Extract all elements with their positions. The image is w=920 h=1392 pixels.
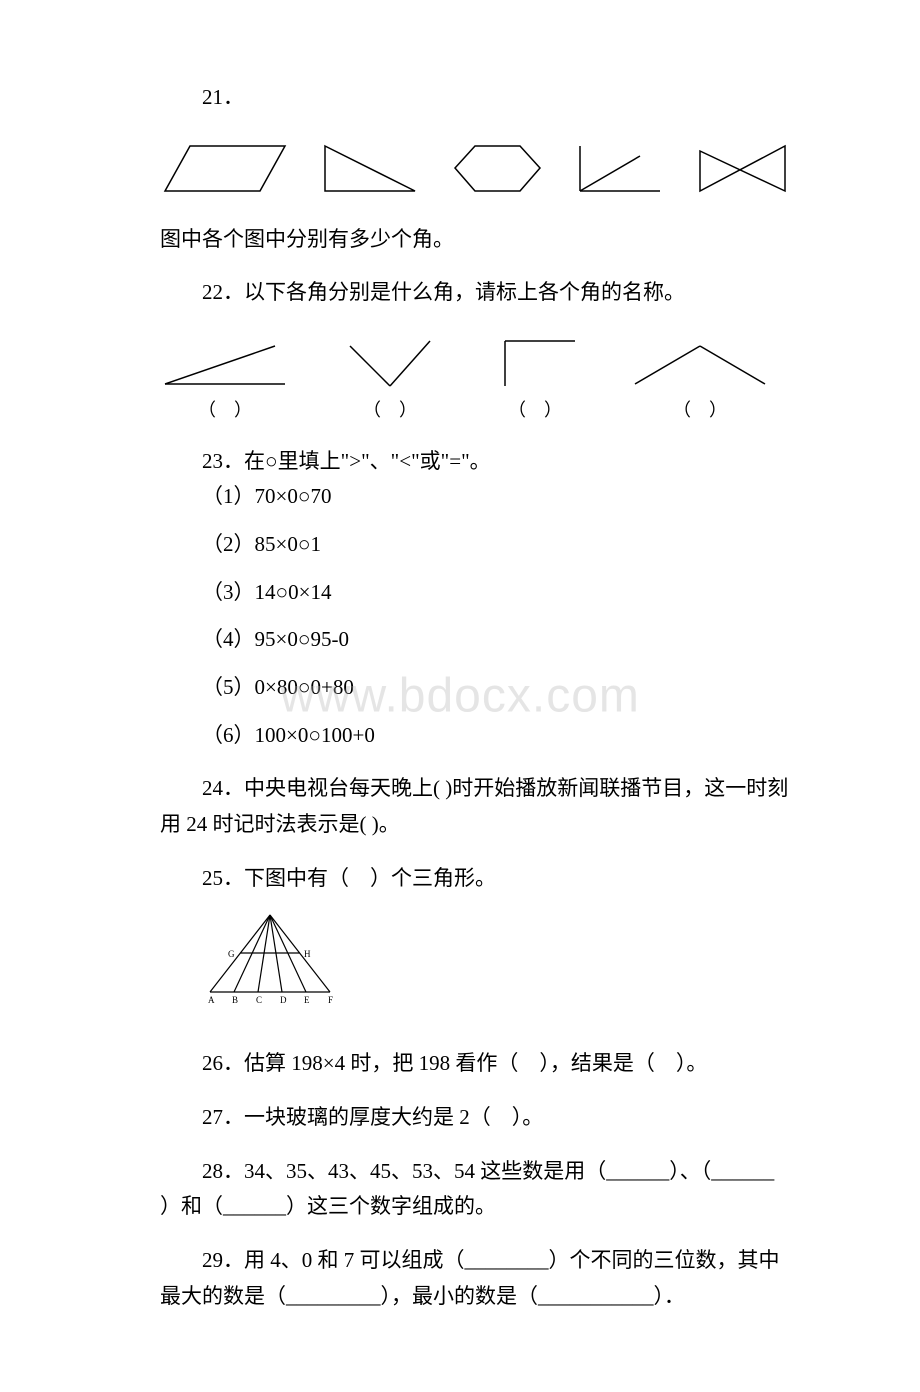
parallelogram-icon [160,141,290,196]
hexagon-icon [450,141,545,196]
q27-text: 27．一块玻璃的厚度大约是 2（ ）。 [160,1100,800,1136]
q23-item-1: （1）70×0○70 [160,479,800,515]
label-f: F [328,995,333,1005]
q22-angle-1: （ ） [160,336,290,426]
q22-text: 22．以下各角分别是什么角，请标上各个角的名称。 [160,275,800,311]
obtuse-angle-icon [630,336,770,391]
q22-shapes-row: （ ） （ ） （ ） （ ） [160,336,800,426]
q21-caption: 图中各个图中分别有多少个角。 [160,222,800,258]
question-23: 23．在○里填上">"、"<"或"="。 （1）70×0○70 （2）85×0○… [160,444,800,754]
q23-item-6: （6）100×0○100+0 [160,718,800,754]
nested-triangle-icon: G H A B C D E F [200,907,340,1007]
question-21: 21． 图中各个图中分别有多少个角。 [160,80,800,257]
q22-label-4: （ ） [673,395,727,426]
q21-number: 21． [160,80,800,116]
q23-item-2: （2）85×0○1 [160,527,800,563]
label-b: B [232,995,238,1005]
label-c: C [256,995,262,1005]
angle-shape-icon [575,141,665,196]
q22-angle-4: （ ） [630,336,770,426]
q23-title: 23．在○里填上">"、"<"或"="。 [160,444,800,480]
question-28: 28．34、35、43、45、53、54 这些数是用（______）、（____… [160,1154,800,1225]
question-26: 26．估算 198×4 时，把 198 看作（ ），结果是（ ）。 [160,1046,800,1082]
q22-angle-2: （ ） [340,336,440,426]
label-e: E [304,995,310,1005]
q23-item-3: （3）14○0×14 [160,575,800,611]
q22-angle-3: （ ） [490,336,580,426]
v-angle-icon [340,336,440,391]
right-angle-icon [490,336,580,391]
q28-line1: 28．34、35、43、45、53、54 这些数是用（______）、（____… [160,1154,800,1190]
question-29: 29．用 4、0 和 7 可以组成（________）个不同的三位数，其中 最大… [160,1243,800,1314]
question-22: 22．以下各角分别是什么角，请标上各个角的名称。 （ ） （ ） （ ） [160,275,800,425]
bowtie-icon [695,141,790,196]
q29-line1: 29．用 4、0 和 7 可以组成（________）个不同的三位数，其中 [160,1243,800,1279]
question-27: 27．一块玻璃的厚度大约是 2（ ）。 [160,1100,800,1136]
q25-text: 25．下图中有（ ）个三角形。 [160,861,800,897]
q24-line1: 24．中央电视台每天晚上( )时开始播放新闻联播节目，这一时刻 [160,771,800,807]
q23-item-4: （4）95×0○95-0 [160,622,800,658]
q22-label-3: （ ） [508,395,562,426]
label-a: A [208,995,215,1005]
q28-line2: ）和（______）这三个数字组成的。 [160,1189,800,1225]
q24-line2: 用 24 时记时法表示是( )。 [160,807,800,843]
label-d: D [280,995,287,1005]
q29-line2: 最大的数是（_________），最小的数是（___________）． [160,1279,800,1315]
question-24: 24．中央电视台每天晚上( )时开始播放新闻联播节目，这一时刻 用 24 时记时… [160,771,800,842]
q23-item-5: （5）0×80○0+80 [160,670,800,706]
label-h: H [304,949,311,959]
right-triangle-icon [320,141,420,196]
q21-shapes-row [160,134,800,204]
q26-text: 26．估算 198×4 时，把 198 看作（ ），结果是（ ）。 [160,1046,800,1082]
acute-angle-icon [160,336,290,391]
label-g: G [228,949,235,959]
question-25: 25．下图中有（ ）个三角形。 G H A B C D E F [160,861,800,1028]
q22-label-1: （ ） [198,395,252,426]
q22-label-2: （ ） [363,395,417,426]
